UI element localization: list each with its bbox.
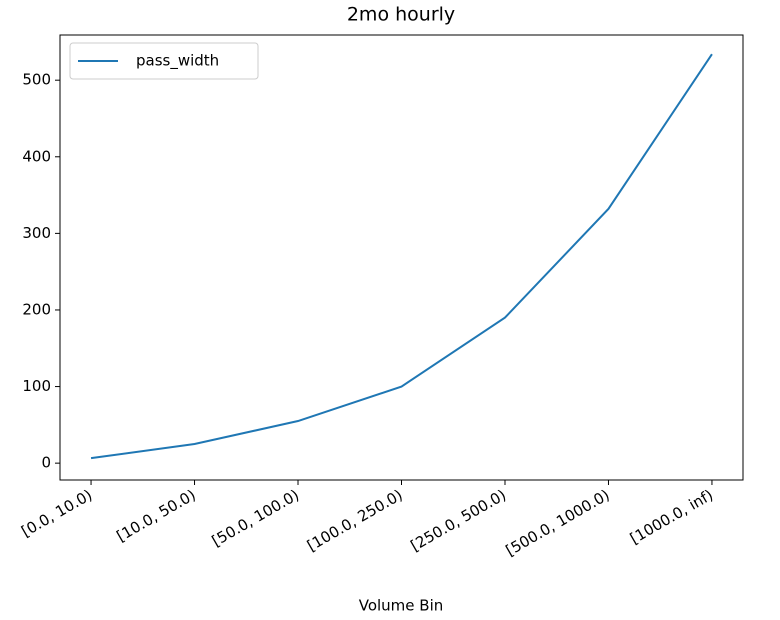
y-tick-label: 400 xyxy=(22,147,51,165)
y-tick-label: 200 xyxy=(22,300,51,318)
x-tick-label: [50.0, 100.0) xyxy=(209,486,303,550)
y-tick-label: 500 xyxy=(22,71,51,89)
x-tick-label: [10.0, 50.0) xyxy=(114,486,199,546)
x-tick-label: [0.0, 10.0) xyxy=(18,486,95,541)
plot-frame xyxy=(59,34,744,481)
y-tick-label: 0 xyxy=(41,454,51,472)
chart-title: 2mo hourly xyxy=(347,4,455,26)
x-axis-label: Volume Bin xyxy=(359,597,444,615)
x-tick-label: [250.0, 500.0) xyxy=(407,486,509,555)
legend-label: pass_width xyxy=(136,52,219,71)
line xyxy=(90,53,713,460)
legend-box xyxy=(69,42,259,80)
y-tick-label: 100 xyxy=(22,377,51,395)
x-tick-label: [1000.0, inf) xyxy=(627,486,716,548)
y-tick-label: 300 xyxy=(22,224,51,242)
x-tick-label: [100.0, 250.0) xyxy=(304,486,406,555)
x-tick-label: [500.0, 1000.0) xyxy=(503,486,613,560)
